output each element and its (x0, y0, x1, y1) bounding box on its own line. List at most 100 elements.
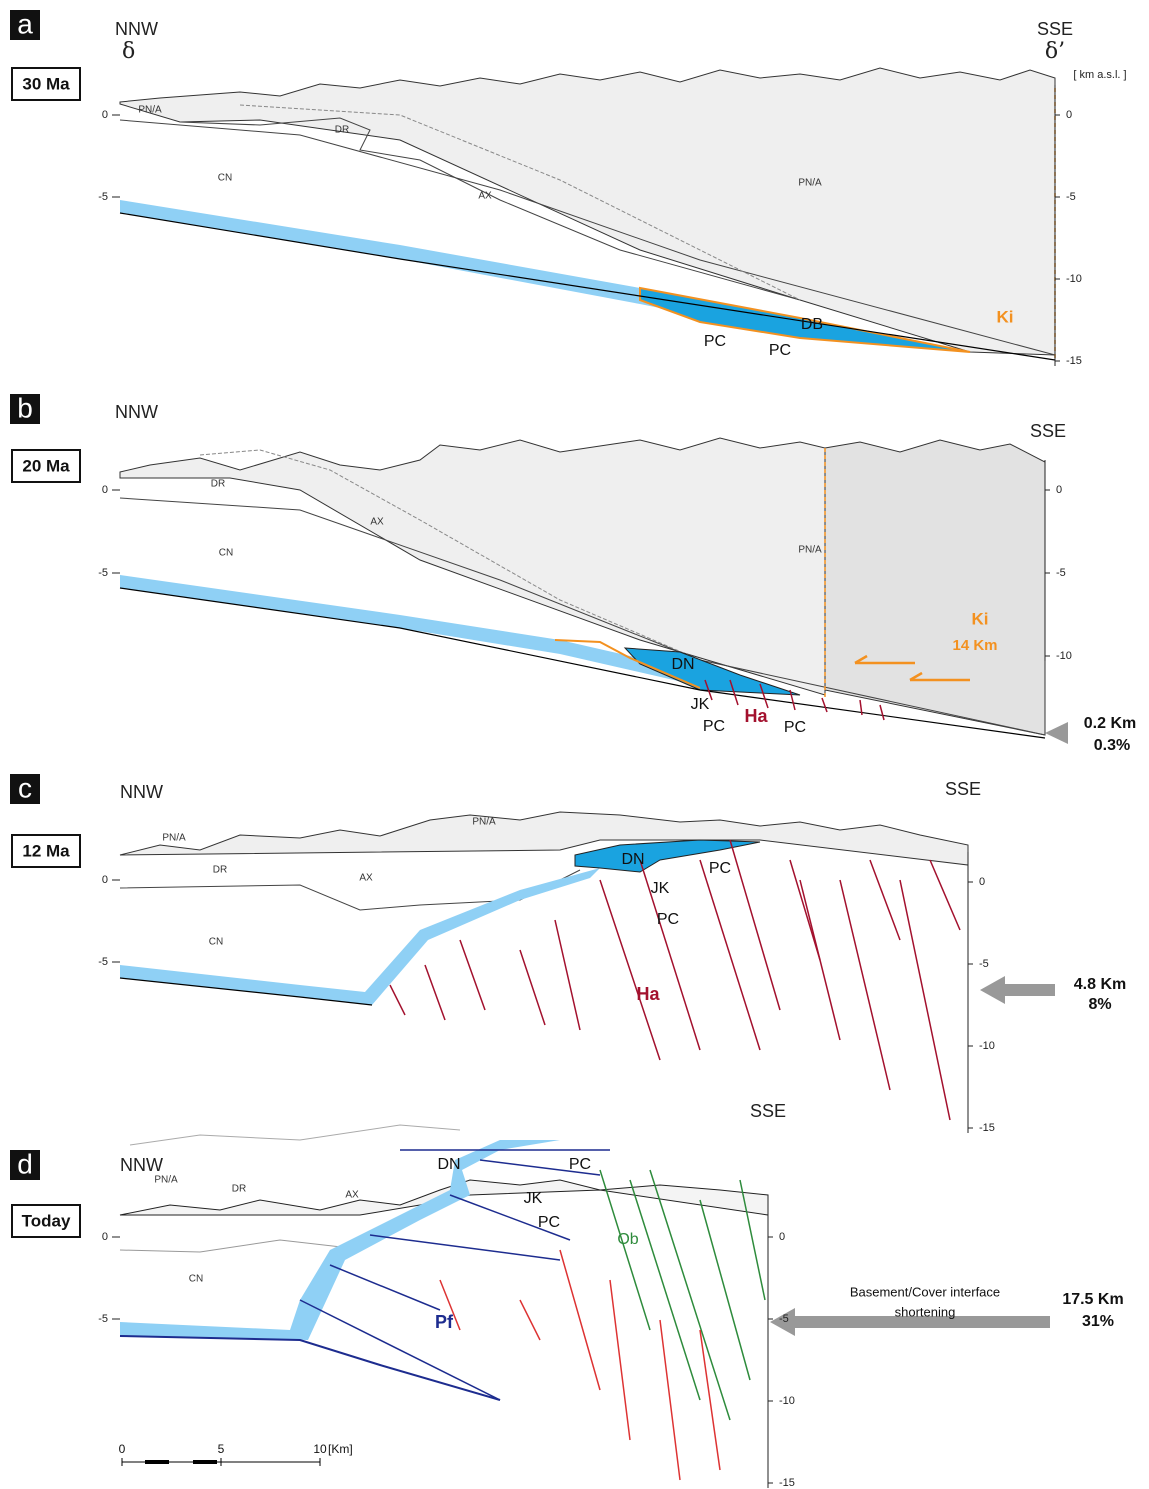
tick-label: -15 (1066, 355, 1082, 367)
figure: a30 MaNNWSSEδδ’[ km a.s.l. ]0-5-10-150-5… (0, 0, 1149, 1489)
panel-letter: b (17, 392, 33, 423)
fault (425, 965, 445, 1020)
fault (700, 860, 760, 1050)
fault (630, 1180, 700, 1400)
direction-sse: SSE (750, 1101, 786, 1121)
unit-label: PC (657, 911, 679, 928)
fault (390, 985, 405, 1015)
unit-label: PC (784, 719, 806, 736)
direction-nnw: NNW (120, 1155, 163, 1175)
unit-label: 0.3% (1094, 737, 1130, 754)
unit-label: PC (769, 342, 791, 359)
tick-label: 0 (1056, 484, 1062, 496)
fault (370, 1235, 560, 1260)
age-label: 20 Ma (22, 456, 70, 475)
unit-label: JK (524, 1190, 543, 1207)
unit-label: CN (189, 1274, 203, 1285)
age-label: Today (22, 1211, 71, 1230)
tick-label: -15 (979, 1122, 995, 1134)
fault (520, 1300, 540, 1340)
unit-label: DR (335, 125, 349, 136)
unit-label: JK (651, 880, 670, 897)
direction-sse: SSE (1030, 421, 1066, 441)
unit-label: 31% (1082, 1313, 1114, 1330)
unit-label: Ki (997, 307, 1014, 326)
direction-sse: SSE (945, 779, 981, 799)
tick-label: 0 (1066, 109, 1072, 121)
direction-nnw: NNW (115, 19, 158, 39)
unit-label: shortening (895, 1304, 956, 1319)
fault (560, 1250, 600, 1390)
unit-label: CN (209, 937, 223, 948)
panel-letter: a (17, 8, 33, 39)
boundary (120, 870, 580, 910)
tick-label: -5 (979, 958, 989, 970)
fault (800, 880, 840, 1040)
unit-label: PN/A (154, 1175, 178, 1186)
cover-unit (120, 812, 968, 865)
unit-label: PC (569, 1156, 591, 1173)
tick-label: -10 (1056, 650, 1072, 662)
scale-unit: [Km] (328, 1442, 353, 1456)
scale-block (145, 1460, 169, 1464)
fault (870, 860, 900, 940)
unit-label: Pf (435, 1312, 454, 1332)
tick-label: 0 (102, 874, 108, 886)
tick-label: -10 (779, 1395, 795, 1407)
boundary (130, 1125, 460, 1145)
age-label: 12 Ma (22, 841, 70, 860)
cover-unit (120, 68, 1055, 355)
fault (600, 880, 660, 1060)
tick-label: 0 (979, 876, 985, 888)
unit-label: AX (478, 191, 492, 202)
unit-label: PC (709, 860, 731, 877)
unit-label: PN/A (162, 833, 186, 844)
shortening-marker (1045, 722, 1068, 744)
tick-label: -5 (98, 956, 108, 968)
tick-label: -5 (98, 567, 108, 579)
unit-label: DN (437, 1156, 460, 1173)
unit-label: AX (359, 873, 373, 884)
direction-nnw: NNW (115, 402, 158, 422)
unit-label: DR (232, 1184, 246, 1195)
unit-label: Ki (972, 609, 989, 628)
page: a30 MaNNWSSEδδ’[ km a.s.l. ]0-5-10-150-5… (0, 0, 1149, 1489)
cover-unit (120, 438, 825, 695)
panel-letter: d (17, 1148, 33, 1179)
unit-label: CN (218, 173, 232, 184)
unit-label: AX (345, 1190, 359, 1201)
unit-label: Ha (636, 984, 660, 1004)
unit-label: AX (370, 517, 384, 528)
unit-label: JK (691, 696, 710, 713)
tick-label: 0 (779, 1231, 785, 1243)
tick-label: -5 (98, 191, 108, 203)
unit-label: 4.8 Km (1074, 976, 1126, 993)
fault (660, 1320, 680, 1480)
tick-label: 0 (102, 484, 108, 496)
unit-label: DB (801, 316, 823, 333)
unit-label: PC (704, 333, 726, 350)
unit-label: PC (703, 718, 725, 735)
fault (730, 840, 780, 1010)
direction-sse: SSE (1037, 19, 1073, 39)
unit-label: CN (219, 548, 233, 559)
unit-label: PN/A (472, 817, 496, 828)
fault (700, 1330, 720, 1470)
fault (840, 880, 890, 1090)
fault (520, 950, 545, 1025)
fault (460, 940, 485, 1010)
scale-label: 0 (119, 1442, 126, 1456)
unit-label: PN/A (798, 178, 822, 189)
unit-label: 0.2 Km (1084, 715, 1136, 732)
unit-label: DR (211, 479, 225, 490)
fault (555, 920, 580, 1030)
fault (930, 860, 960, 930)
unit-label: Ob (617, 1231, 638, 1248)
fault (880, 705, 884, 720)
unit-label: PC (538, 1214, 560, 1231)
tick-label: -10 (979, 1040, 995, 1052)
section-point: δ (122, 39, 135, 64)
unit-label: DN (671, 656, 694, 673)
unit-label: 8% (1088, 996, 1111, 1013)
unit-label: 17.5 Km (1062, 1291, 1123, 1308)
